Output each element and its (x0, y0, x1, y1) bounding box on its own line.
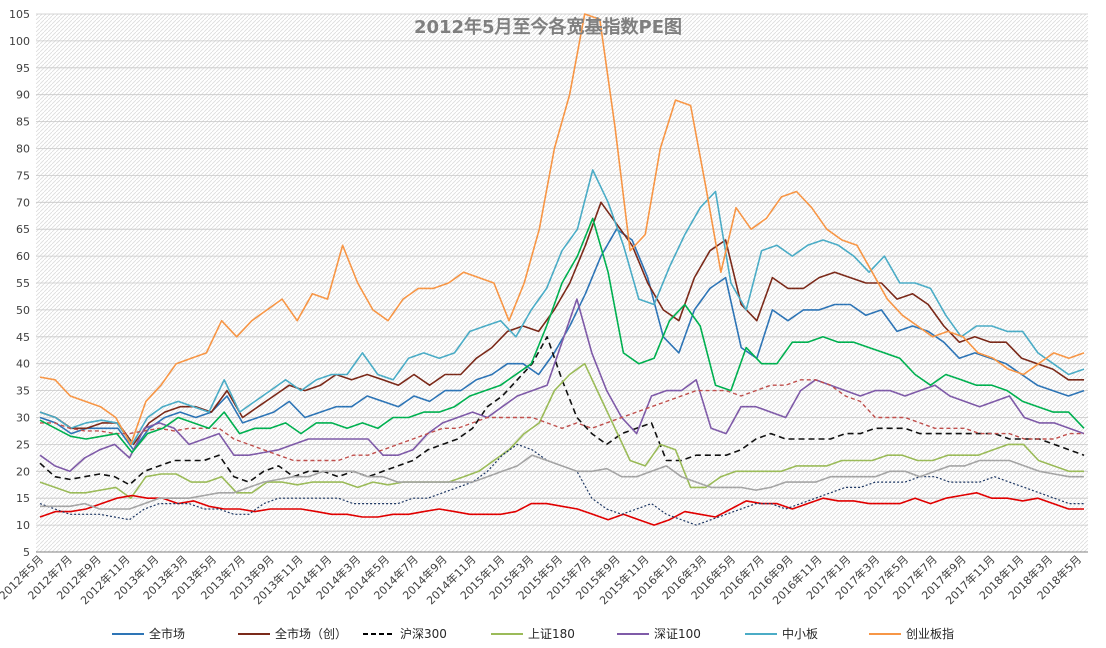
series-line (40, 379, 1084, 462)
y-tick-label: 20 (16, 465, 30, 478)
y-tick-label: 5 (23, 546, 30, 559)
y-tick-label: 80 (16, 143, 30, 156)
legend: 全市场 全市场（创） 沪深300 上证180 深证100 中小板 创业板指 (112, 626, 954, 641)
y-tick-label: 100 (9, 35, 30, 48)
y-tick-label: 105 (9, 8, 30, 21)
y-tick-label: 40 (16, 358, 30, 371)
y-tick-label: 65 (16, 223, 30, 236)
y-tick-label: 35 (16, 385, 30, 398)
series-line (39, 335, 1085, 486)
series-line (39, 298, 1085, 473)
series-line (39, 13, 1085, 446)
series-line (39, 362, 1084, 500)
y-tick-label: 55 (16, 277, 30, 290)
legend-label: 全市场（创） (275, 626, 347, 641)
y-tick-label: 30 (16, 412, 30, 425)
series-line (39, 201, 1084, 446)
legend-label: 中小板 (782, 626, 818, 641)
series-line (39, 443, 1084, 526)
y-tick-label: 60 (16, 250, 30, 263)
y-tick-label: 10 (16, 519, 30, 532)
y-tick-label: 45 (16, 331, 30, 344)
x-axis: 2012年5月2012年7月2012年9月2012年11月2013年1月2013… (0, 552, 1084, 607)
y-tick-label: 90 (16, 89, 30, 102)
series-line (40, 454, 1084, 510)
series-lines (39, 13, 1085, 526)
y-axis: 5 10 15 20 25 30 35 40 45 50 55 60 65 70 75 80 85 90 95 100… (9, 8, 30, 559)
y-tick-label: 75 (16, 169, 30, 182)
legend-label: 深证100 (654, 627, 701, 641)
y-tick-label: 70 (16, 196, 30, 209)
y-tick-label: 95 (16, 62, 30, 75)
series-line (39, 491, 1084, 526)
series-line (39, 217, 1085, 454)
legend-label: 沪深300 (400, 627, 447, 641)
legend-label: 上证180 (528, 627, 575, 641)
legend-label: 创业板指 (906, 626, 954, 641)
y-tick-label: 50 (16, 304, 30, 317)
y-tick-label: 15 (16, 492, 30, 505)
series-line (39, 169, 1085, 446)
y-tick-label: 25 (16, 438, 30, 451)
y-tick-label: 85 (16, 116, 30, 129)
legend-label: 全市场 (149, 626, 185, 641)
chart-title: 2012年5月至今各宽基指数PE图 (414, 16, 682, 38)
